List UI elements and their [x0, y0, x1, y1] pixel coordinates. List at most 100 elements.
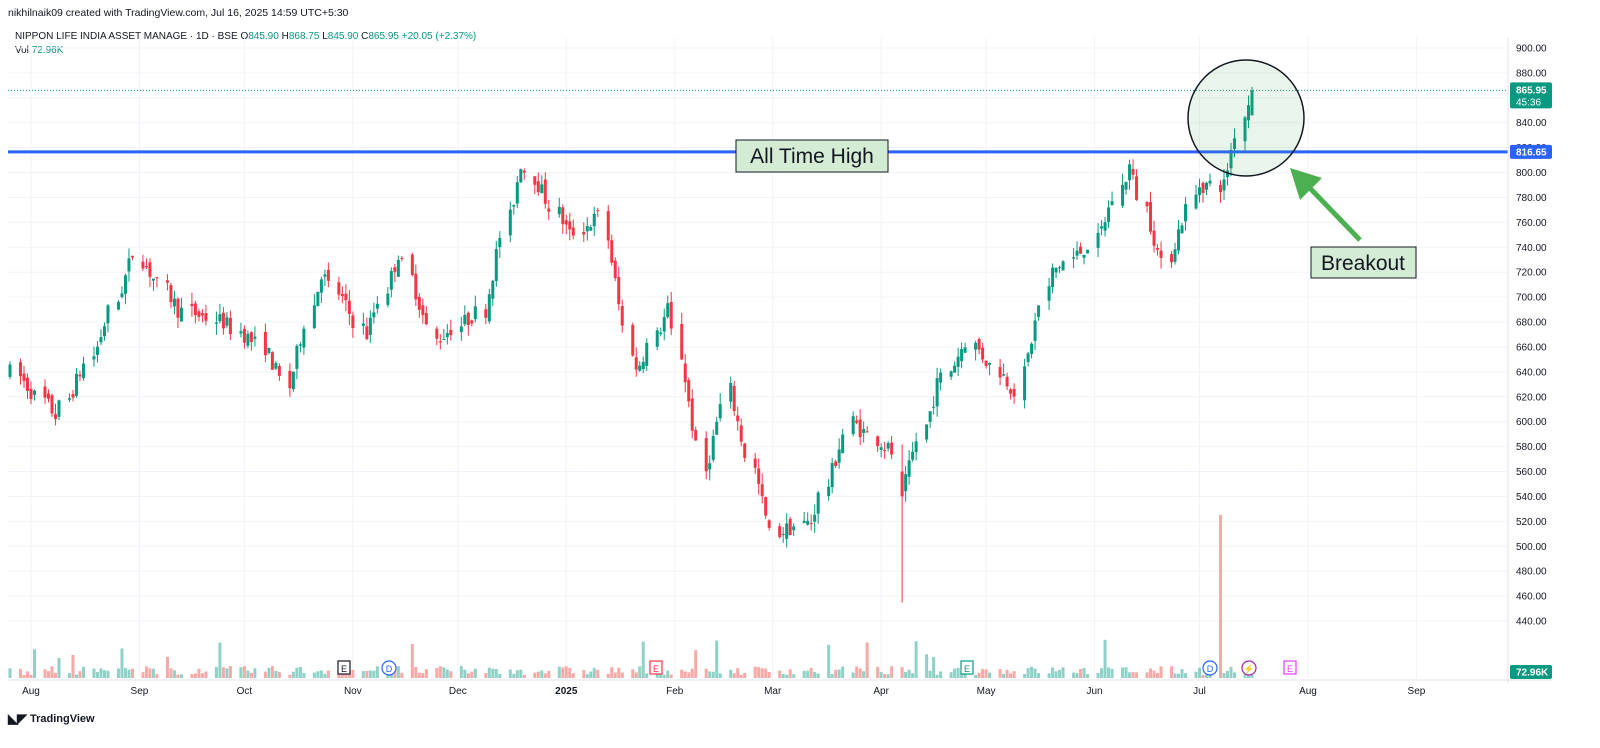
volume-bar — [998, 669, 1002, 678]
last-price-tag[interactable] — [1510, 82, 1552, 109]
volume-bar — [641, 641, 645, 678]
time-tick-label: 2025 — [555, 686, 578, 697]
candle-body — [298, 344, 302, 346]
volume-bar — [193, 673, 197, 678]
symbol-title[interactable]: NIPPON LIFE INDIA ASSET MANAGE · 1D · BS… — [15, 31, 238, 42]
candle-body — [883, 449, 887, 451]
volume-bar — [18, 668, 22, 678]
breakout-label-box[interactable] — [1310, 246, 1417, 279]
all-time-high-label-box[interactable] — [735, 139, 889, 173]
candle-body — [204, 313, 208, 321]
volume-bar — [739, 674, 743, 678]
candle-body — [837, 449, 841, 463]
overlays: All Time High Breakout E D E E D ⚡ E — [8, 59, 1508, 676]
candle-body — [424, 312, 428, 325]
ath-price-tag[interactable] — [1510, 144, 1552, 159]
candle-body — [155, 277, 159, 279]
volume-bar — [78, 671, 82, 678]
event-marker[interactable]: E — [1283, 660, 1297, 675]
volume-bar — [764, 668, 768, 678]
last-price-tag-value: 865.95 — [1516, 85, 1547, 96]
breakout-label: Breakout — [1321, 252, 1405, 275]
candle-body — [687, 380, 691, 402]
time-tick-label: Mar — [764, 686, 782, 697]
volume-bar — [340, 673, 344, 678]
candle-body — [925, 424, 929, 440]
volume-bar — [638, 666, 642, 678]
price-tick-label: 700.00 — [1516, 293, 1547, 304]
candle-body — [1009, 389, 1013, 394]
candle-body — [809, 522, 813, 524]
close-value: 865.95 — [368, 31, 399, 42]
candle-body — [631, 324, 635, 356]
candle-body — [165, 280, 169, 283]
volume-bar — [960, 673, 964, 678]
volume-bar — [267, 667, 271, 678]
price-tick-label: 720.00 — [1516, 268, 1547, 279]
candle-body — [1082, 254, 1086, 258]
volume-bar — [319, 670, 323, 678]
volume-bar — [361, 671, 365, 678]
candle-body — [641, 361, 645, 370]
candle-body — [1005, 376, 1009, 387]
candle-body — [858, 419, 862, 437]
candle-body — [120, 293, 124, 297]
volume-bar — [494, 668, 498, 678]
volume-bar — [729, 669, 733, 678]
volume-bar — [1054, 671, 1058, 678]
candle-body — [218, 314, 222, 322]
candle-body — [1002, 374, 1006, 376]
time-axis[interactable]: Aug Sep Oct Nov Dec 2025 Feb Mar Apr May Jun Jul Aug… — [8, 679, 1553, 697]
volume-bar — [81, 666, 85, 678]
volume-bar — [470, 671, 474, 678]
volume-label[interactable]: Vol — [15, 45, 29, 56]
candle-body — [337, 282, 341, 295]
price-tick-label: 540.00 — [1516, 492, 1547, 503]
candle-body — [715, 421, 719, 435]
candle-body — [1159, 250, 1163, 258]
event-marker[interactable]: E — [649, 660, 663, 675]
volume-tag[interactable] — [1510, 665, 1552, 679]
candle-body — [767, 520, 771, 528]
candle-body — [50, 395, 54, 414]
volume-bar — [442, 667, 446, 678]
volume-bar — [169, 668, 173, 678]
candle-body — [228, 317, 232, 335]
event-marker[interactable]: E — [960, 660, 974, 675]
volume-bar — [834, 669, 838, 678]
candle-body — [344, 293, 348, 301]
candle-body — [25, 377, 29, 391]
candle-body — [274, 363, 278, 369]
volume-bar — [610, 667, 614, 678]
breakout-circle[interactable] — [1187, 59, 1305, 177]
event-marker[interactable]: E — [337, 660, 351, 675]
candle-body — [29, 388, 33, 400]
candle-body — [316, 291, 320, 307]
event-marker-symbol: D — [1207, 664, 1214, 674]
event-marker[interactable]: D — [1202, 660, 1218, 676]
candle-body — [445, 333, 449, 338]
volume-bar — [981, 668, 985, 678]
event-marker[interactable]: ⚡ — [1241, 660, 1257, 676]
volume-bar — [92, 668, 96, 678]
event-marker[interactable]: D — [381, 660, 397, 676]
volume-bar — [631, 669, 635, 678]
volume-bar — [1149, 668, 1153, 678]
volume-bar — [830, 673, 834, 678]
time-tick-label: Jul — [1193, 686, 1206, 697]
candle-body — [988, 362, 992, 365]
volume-bar — [424, 669, 428, 678]
candle-body — [1026, 353, 1030, 362]
volume-bar — [270, 666, 274, 678]
candle-body — [43, 386, 47, 398]
volume-bar — [375, 666, 379, 678]
volume-bar — [1128, 672, 1132, 678]
volume-bar — [1002, 673, 1006, 678]
event-marker-box — [649, 660, 663, 675]
volume-bar — [1033, 668, 1037, 678]
volume-bar — [533, 672, 537, 678]
price-axis[interactable]: 440.00 460.00 480.00 500.00 520.00 540.00 560.… — [1507, 38, 1552, 683]
volume-bar — [949, 672, 953, 678]
volume-bar — [176, 674, 180, 678]
